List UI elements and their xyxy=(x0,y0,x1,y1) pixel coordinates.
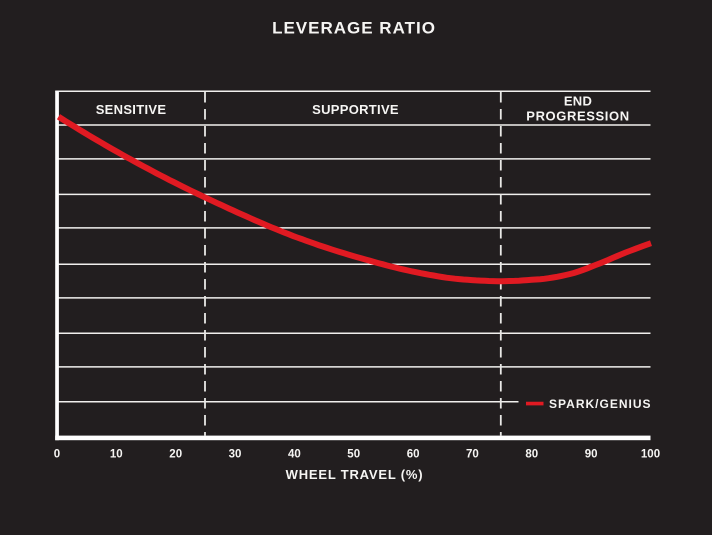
svg-text:90: 90 xyxy=(585,449,598,461)
svg-text:20: 20 xyxy=(169,449,182,461)
svg-text:50: 50 xyxy=(347,449,360,461)
svg-text:END: END xyxy=(564,94,592,109)
svg-text:80: 80 xyxy=(525,449,538,461)
svg-text:30: 30 xyxy=(229,449,242,461)
svg-text:LEVERAGE RATIO: LEVERAGE RATIO xyxy=(272,19,436,38)
svg-text:60: 60 xyxy=(407,449,420,461)
svg-text:0: 0 xyxy=(54,449,60,461)
svg-text:WHEEL TRAVEL (%): WHEEL TRAVEL (%) xyxy=(286,467,424,482)
svg-text:10: 10 xyxy=(110,449,123,461)
svg-text:SENSITIVE: SENSITIVE xyxy=(96,102,167,117)
svg-text:SPARK/GENIUS: SPARK/GENIUS xyxy=(549,397,651,411)
svg-text:40: 40 xyxy=(288,449,301,461)
svg-text:PROGRESSION: PROGRESSION xyxy=(526,109,629,124)
svg-text:100: 100 xyxy=(641,449,660,461)
svg-text:70: 70 xyxy=(466,449,479,461)
svg-text:SUPPORTIVE: SUPPORTIVE xyxy=(312,102,399,117)
